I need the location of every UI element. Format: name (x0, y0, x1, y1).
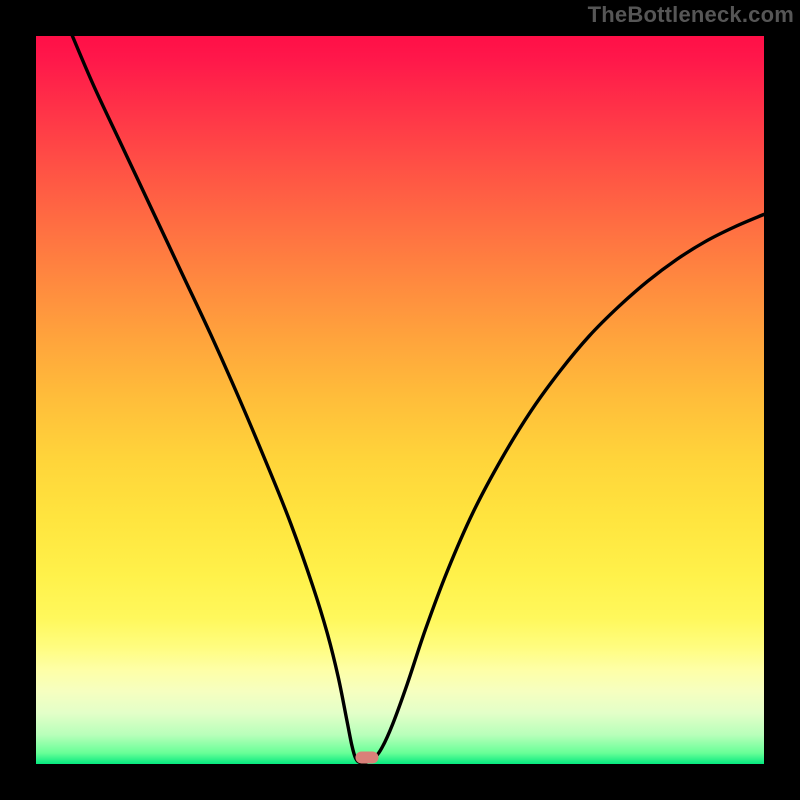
attribution-watermark: TheBottleneck.com (588, 2, 794, 28)
plot-background-gradient (36, 36, 764, 764)
optimum-marker (355, 752, 378, 764)
chart-container: { "attribution": { "text": "TheBottlenec… (0, 0, 800, 800)
bottleneck-chart (0, 0, 800, 800)
